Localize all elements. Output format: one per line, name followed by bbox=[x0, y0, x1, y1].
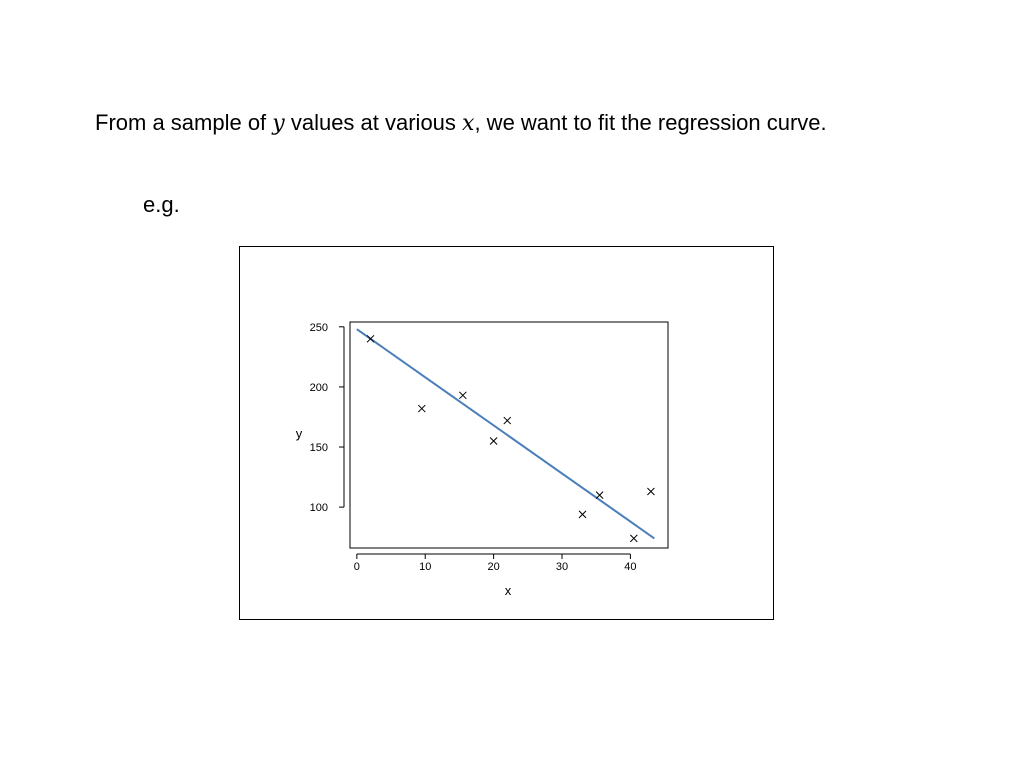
intro-text-part1: From a sample of bbox=[95, 110, 273, 135]
x-tick-label: 0 bbox=[354, 561, 360, 573]
point-stroke bbox=[503, 416, 512, 425]
point-stroke bbox=[647, 487, 655, 496]
data-point bbox=[489, 437, 498, 445]
point-stroke bbox=[417, 404, 426, 413]
point-stroke bbox=[595, 491, 604, 499]
point-stroke bbox=[629, 534, 638, 543]
data-point bbox=[595, 491, 604, 499]
x-tick-label: 20 bbox=[487, 561, 499, 573]
data-point bbox=[417, 404, 426, 413]
x-tick-label: 40 bbox=[624, 561, 636, 573]
y-tick-label: 250 bbox=[310, 322, 328, 334]
data-point bbox=[629, 534, 638, 543]
math-var-y: y bbox=[272, 111, 285, 136]
point-stroke bbox=[458, 391, 467, 400]
x-axis-label: x bbox=[505, 583, 512, 598]
point-stroke bbox=[578, 510, 587, 519]
x-tick-label: 10 bbox=[419, 561, 431, 573]
data-point bbox=[578, 510, 587, 519]
intro-text-part3: , we want to fit the regression curve. bbox=[474, 110, 827, 135]
y-tick-label: 100 bbox=[310, 502, 328, 514]
x-tick-label: 30 bbox=[556, 561, 568, 573]
example-label: e.g. bbox=[143, 192, 180, 217]
point-stroke bbox=[366, 334, 375, 343]
scatter-chart: 0 10 20 30 40 100 150 200 250 x y bbox=[296, 321, 669, 598]
x-axis: 0 10 20 30 40 bbox=[354, 553, 637, 573]
y-tick-label: 150 bbox=[310, 442, 328, 454]
figure-frame: 0 10 20 30 40 100 150 200 250 x y bbox=[239, 246, 774, 620]
math-var-x: x bbox=[462, 111, 475, 136]
point-stroke bbox=[489, 437, 498, 445]
y-axis: 100 150 200 250 bbox=[310, 322, 345, 514]
regression-line bbox=[356, 328, 655, 540]
data-point bbox=[503, 416, 512, 425]
y-axis-label: y bbox=[296, 426, 303, 441]
data-point bbox=[458, 391, 467, 400]
y-tick-label: 200 bbox=[310, 382, 328, 394]
points-layer bbox=[366, 334, 655, 543]
fit-line-layer bbox=[356, 328, 655, 540]
intro-text-part2: values at various bbox=[284, 110, 463, 135]
plot-area-border bbox=[349, 321, 669, 549]
data-point bbox=[647, 487, 655, 496]
intro-sentence: From a sample of y values at various x, … bbox=[95, 110, 827, 136]
data-point bbox=[366, 334, 375, 343]
